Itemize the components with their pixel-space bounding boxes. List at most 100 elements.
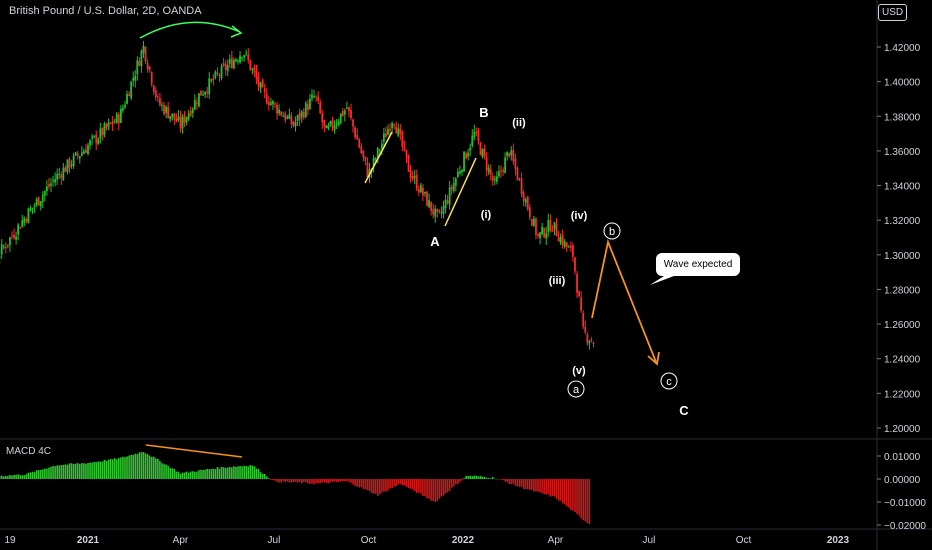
candle-body	[111, 121, 114, 125]
candle-body	[424, 192, 426, 194]
macd-bar	[142, 452, 145, 479]
macd-bar	[126, 456, 128, 479]
macd-bar	[239, 466, 241, 479]
candle-body	[590, 340, 593, 342]
candle-body	[411, 176, 414, 179]
macd-bar	[103, 459, 106, 479]
candle-body	[296, 115, 299, 121]
candle-body	[138, 61, 141, 66]
candle-body	[255, 71, 258, 80]
candle-body	[459, 171, 461, 174]
macd-bar	[13, 475, 15, 479]
macd-bar	[161, 463, 163, 479]
macd-bar	[360, 479, 363, 488]
macd-bar	[522, 479, 525, 490]
macd-bar	[231, 467, 233, 479]
candle-body	[64, 167, 67, 172]
macd-bar	[136, 453, 139, 479]
candle-body	[193, 100, 196, 110]
candle-body	[206, 91, 209, 94]
candle-body	[487, 167, 490, 173]
candle-body	[276, 104, 278, 114]
macd-bar	[440, 479, 443, 497]
macd-bar	[565, 479, 568, 507]
macd-bar	[183, 472, 186, 479]
macd-histogram	[0, 452, 591, 525]
candle-body	[226, 64, 229, 72]
macd-bar	[44, 468, 46, 479]
macd-bar	[403, 479, 406, 486]
macd-bar	[475, 475, 478, 479]
macd-bar	[115, 459, 118, 479]
candle-body	[518, 178, 521, 180]
macd-bar	[463, 478, 465, 479]
candle-body	[446, 200, 449, 203]
macd-bar	[284, 479, 287, 482]
macd-bar	[41, 469, 44, 479]
candle-body	[232, 60, 235, 69]
macd-bar	[150, 456, 153, 479]
macd-bar	[35, 470, 38, 479]
candle-body	[113, 121, 116, 123]
candle-body	[202, 94, 204, 96]
macd-bar	[167, 465, 169, 479]
candle-body	[200, 90, 202, 96]
candle-body	[274, 103, 276, 105]
candle-body	[489, 169, 492, 175]
candle-body	[352, 119, 354, 127]
macd-bar	[66, 464, 69, 479]
macd-bar	[572, 479, 574, 511]
candle-body	[35, 199, 38, 205]
candle-body	[263, 88, 266, 92]
macd-bar	[516, 479, 519, 487]
candle-body	[177, 116, 180, 121]
macd-bar	[405, 479, 408, 487]
candle-body	[526, 196, 529, 210]
macd-bar	[296, 479, 299, 483]
candle-body	[430, 201, 433, 211]
candle-body	[76, 153, 79, 156]
macd-bar	[17, 474, 19, 479]
macd-bar	[241, 466, 243, 479]
candle-body	[48, 184, 50, 187]
candle-body	[337, 121, 340, 125]
candle-body	[382, 133, 385, 142]
macd-bar	[535, 479, 537, 492]
macd-bar	[187, 472, 190, 479]
candle-body	[343, 110, 346, 115]
candle-body	[257, 77, 260, 87]
candle-body	[516, 167, 519, 180]
candle-body	[532, 218, 535, 226]
candle-body	[393, 124, 396, 126]
candle-body	[109, 122, 112, 124]
macd-bar	[397, 479, 400, 485]
candle-body	[173, 113, 176, 120]
macd-bar	[526, 479, 529, 490]
macd-bar	[185, 471, 188, 479]
macd-bar	[344, 479, 346, 482]
macd-bar	[74, 463, 77, 479]
macd-bar	[352, 479, 354, 485]
macd-y-tick-label: −0.02000	[884, 521, 926, 532]
x-tick-label: 2023	[827, 535, 850, 546]
macd-bar	[261, 473, 264, 479]
y-tick-label: 1.30000	[884, 251, 921, 262]
x-tick-label: Jul	[643, 535, 656, 546]
candle-body	[350, 109, 352, 118]
candle-body	[549, 220, 552, 232]
currency-badge[interactable]: USD	[878, 4, 908, 21]
macd-bar	[479, 475, 482, 479]
candle-body	[89, 140, 91, 146]
y-tick-label: 1.28000	[884, 285, 921, 296]
candle-body	[417, 189, 420, 193]
candle-body	[415, 174, 418, 190]
candle-body	[461, 169, 463, 173]
macd-bar	[9, 474, 11, 479]
macd-bar	[574, 479, 576, 513]
macd-bar	[122, 456, 124, 479]
macd-bar	[368, 479, 371, 491]
candle-body	[514, 158, 517, 169]
candle-body	[68, 158, 71, 169]
candle-body	[204, 91, 207, 95]
